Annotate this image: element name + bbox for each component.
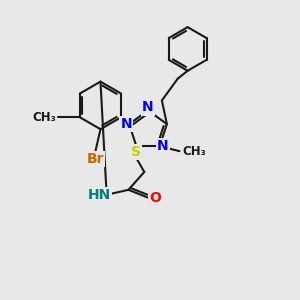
Text: Br: Br xyxy=(87,152,104,166)
Text: HN: HN xyxy=(88,188,111,202)
Text: CH₃: CH₃ xyxy=(32,111,56,124)
Text: N: N xyxy=(120,117,132,131)
Text: N: N xyxy=(142,100,154,114)
Text: S: S xyxy=(131,145,141,159)
Text: CH₃: CH₃ xyxy=(182,145,206,158)
Text: N: N xyxy=(157,139,169,153)
Text: O: O xyxy=(149,191,161,205)
